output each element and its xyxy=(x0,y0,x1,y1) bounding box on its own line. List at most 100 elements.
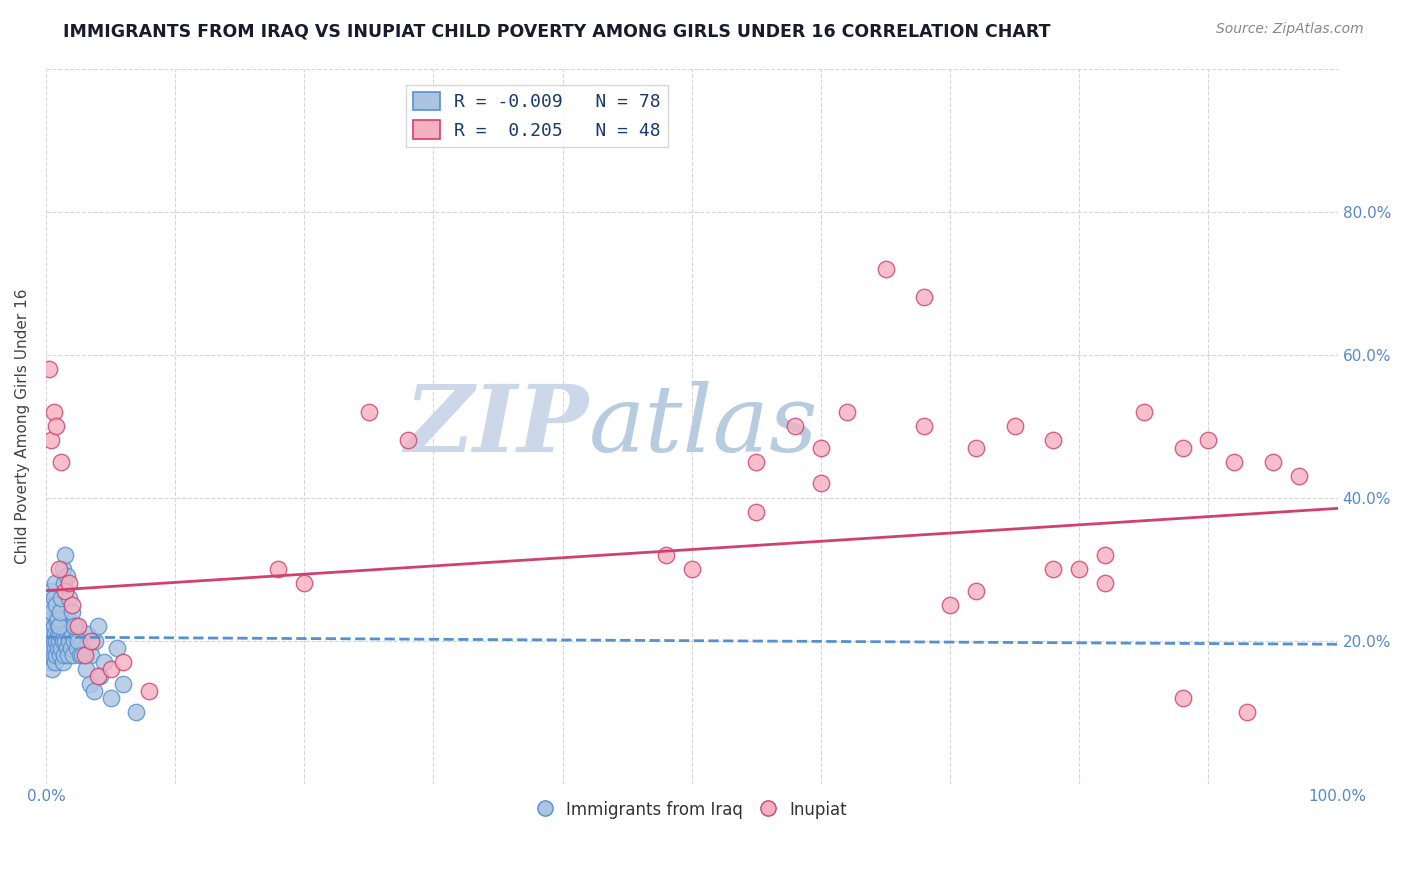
Point xyxy=(42,633,65,648)
Point xyxy=(66,640,89,655)
Point xyxy=(1069,562,1091,576)
Point xyxy=(52,562,75,576)
Point xyxy=(42,405,65,419)
Point xyxy=(55,626,77,640)
Point xyxy=(810,476,832,491)
Point xyxy=(55,569,77,583)
Point xyxy=(80,648,103,662)
Point xyxy=(48,562,70,576)
Point xyxy=(912,290,935,304)
Point xyxy=(44,576,66,591)
Point xyxy=(56,648,79,662)
Point xyxy=(41,640,63,655)
Point xyxy=(38,598,60,612)
Point xyxy=(44,640,66,655)
Text: IMMIGRANTS FROM IRAQ VS INUPIAT CHILD POVERTY AMONG GIRLS UNDER 16 CORRELATION C: IMMIGRANTS FROM IRAQ VS INUPIAT CHILD PO… xyxy=(63,22,1050,40)
Point xyxy=(55,640,77,655)
Point xyxy=(51,640,73,655)
Point xyxy=(42,591,65,605)
Point xyxy=(105,640,128,655)
Point xyxy=(60,605,83,619)
Point xyxy=(67,626,90,640)
Point xyxy=(60,598,83,612)
Point xyxy=(70,648,93,662)
Point xyxy=(292,576,315,591)
Point xyxy=(875,261,897,276)
Point xyxy=(48,619,70,633)
Point xyxy=(41,662,63,676)
Point xyxy=(46,626,69,640)
Point xyxy=(53,633,76,648)
Point xyxy=(681,562,703,576)
Point xyxy=(1288,469,1310,483)
Point xyxy=(45,598,67,612)
Point xyxy=(42,648,65,662)
Point xyxy=(83,683,105,698)
Point xyxy=(45,419,67,434)
Point xyxy=(51,455,73,469)
Point xyxy=(41,612,63,626)
Point xyxy=(58,633,80,648)
Point xyxy=(785,419,807,434)
Point xyxy=(73,640,96,655)
Point xyxy=(65,619,87,633)
Point xyxy=(125,705,148,719)
Point xyxy=(56,612,79,626)
Point xyxy=(112,655,135,669)
Point xyxy=(79,676,101,690)
Point xyxy=(44,655,66,669)
Point xyxy=(39,434,62,448)
Point xyxy=(38,362,60,376)
Text: Source: ZipAtlas.com: Source: ZipAtlas.com xyxy=(1216,22,1364,37)
Point xyxy=(1042,562,1064,576)
Point xyxy=(60,626,83,640)
Point xyxy=(46,640,69,655)
Point xyxy=(52,655,75,669)
Point xyxy=(49,626,72,640)
Point xyxy=(1198,434,1220,448)
Point xyxy=(39,626,62,640)
Point xyxy=(912,419,935,434)
Point xyxy=(73,648,96,662)
Point xyxy=(835,405,858,419)
Point xyxy=(42,619,65,633)
Point xyxy=(939,598,962,612)
Point xyxy=(745,505,768,519)
Point xyxy=(100,662,122,676)
Point xyxy=(63,619,86,633)
Point xyxy=(39,648,62,662)
Point xyxy=(1223,455,1246,469)
Point xyxy=(93,655,115,669)
Point xyxy=(53,583,76,598)
Point xyxy=(267,562,290,576)
Point xyxy=(1236,705,1258,719)
Point xyxy=(59,640,82,655)
Point xyxy=(41,605,63,619)
Point xyxy=(58,591,80,605)
Point xyxy=(745,455,768,469)
Point xyxy=(1171,441,1194,455)
Point xyxy=(1171,690,1194,705)
Point xyxy=(1042,434,1064,448)
Point xyxy=(38,633,60,648)
Point xyxy=(100,690,122,705)
Point xyxy=(53,619,76,633)
Point xyxy=(75,662,97,676)
Point xyxy=(810,441,832,455)
Point xyxy=(1261,455,1284,469)
Point xyxy=(69,648,91,662)
Point xyxy=(76,626,98,640)
Text: ZIP: ZIP xyxy=(404,381,589,471)
Point xyxy=(48,619,70,633)
Point xyxy=(45,633,67,648)
Point xyxy=(112,676,135,690)
Text: atlas: atlas xyxy=(589,381,818,471)
Point xyxy=(84,633,107,648)
Point xyxy=(1094,576,1116,591)
Point xyxy=(965,441,987,455)
Point xyxy=(44,626,66,640)
Point xyxy=(58,576,80,591)
Point xyxy=(89,669,111,683)
Point xyxy=(39,583,62,598)
Point xyxy=(49,605,72,619)
